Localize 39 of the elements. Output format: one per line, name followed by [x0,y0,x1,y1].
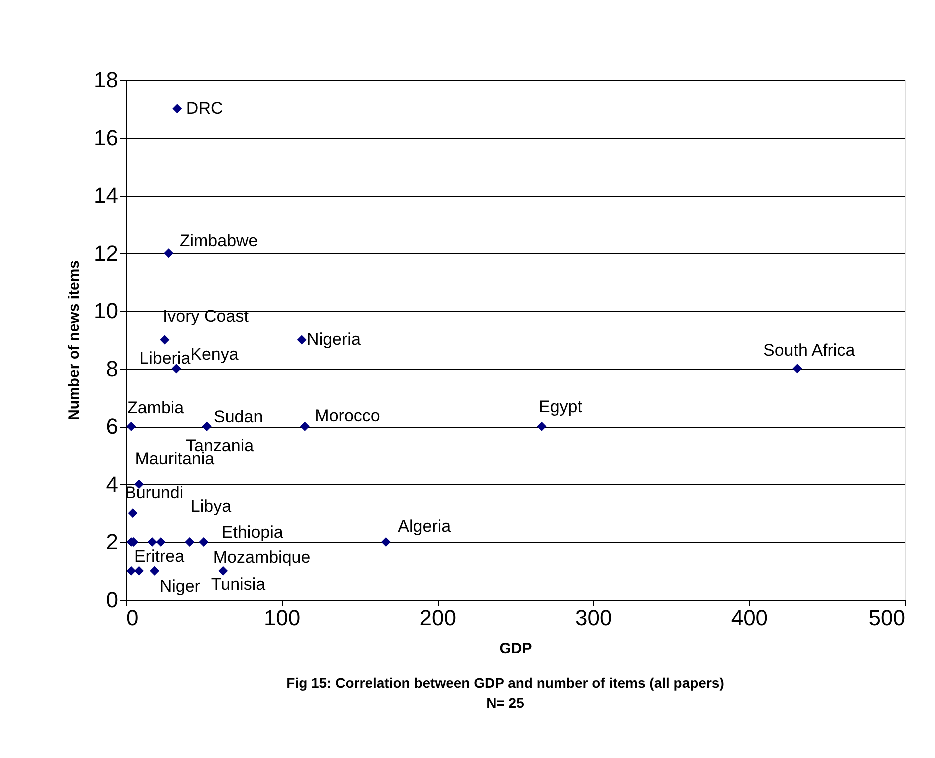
annotation: DRC [186,98,224,118]
x-tick-label: 300 [576,606,612,630]
y-tick-label: 2 [106,530,118,555]
y-tick-label: 6 [106,414,118,440]
annotation: Ivory Coast [162,307,250,326]
annotation: Mozambique [213,548,311,568]
annotation: Burundi [125,483,184,502]
x-tick-label: 200 [420,606,456,630]
annotation: Morocco [315,406,380,426]
y-tick-label: 10 [94,298,118,324]
x-tick-label: 0 [126,606,139,630]
annotation: Zambia [127,398,185,418]
y-tick-label: 4 [106,472,118,497]
y-axis-title: Number of news items [66,260,84,421]
annotation: Libya [190,497,232,516]
annotation: Nigeria [307,330,362,349]
annotation: Egypt [538,398,583,417]
x-tick-label: 100 [264,606,301,630]
x-axis-title: GDP [500,640,532,658]
y-tick-label: 16 [94,125,118,150]
annotation: Ethiopia [222,523,284,542]
annotation: Sudan [214,408,264,427]
annotation: Niger [160,577,201,596]
annotation: Zimbabwe [180,231,258,250]
y-tick-label: 0 [106,588,118,612]
annotation: South Africa [764,340,856,360]
y-tick-label: 12 [94,240,118,266]
caption: Fig 15: Correlation between GDP and number of items (all papers) [286,675,724,691]
annotation: Kenya [190,344,240,364]
annotation: Eritrea [134,547,186,566]
y-tick-label: 18 [94,68,118,92]
annotation: Tunisia [211,575,266,594]
x-tick-label: 400 [731,606,768,630]
text: N= 25 [486,695,525,711]
annotation: Algeria [398,517,452,536]
y-tick-label: 14 [94,183,118,208]
x-tick-label: 500 [868,606,906,630]
y-tick-label: 8 [106,356,118,382]
annotation: Liberia [140,348,192,368]
